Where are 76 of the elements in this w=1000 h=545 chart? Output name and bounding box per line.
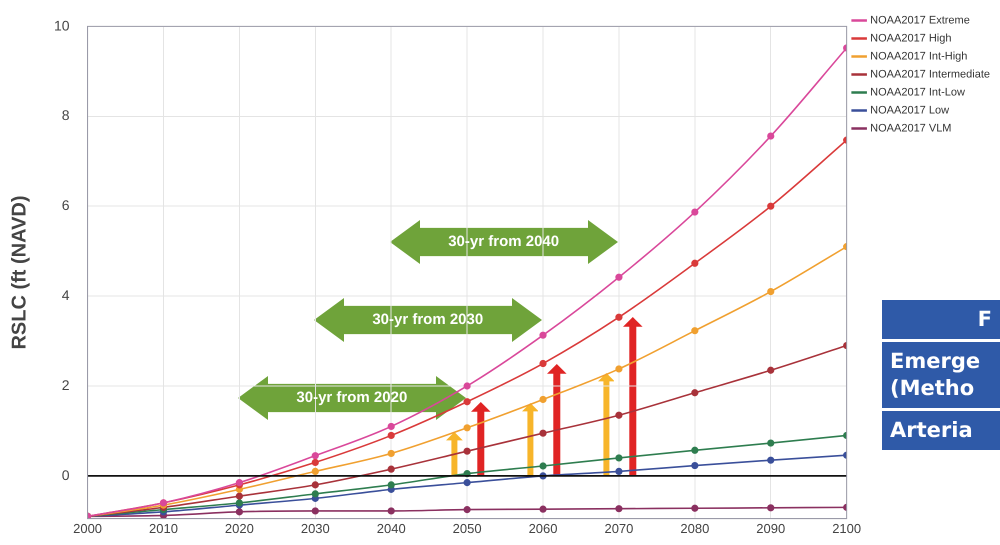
point xyxy=(691,389,698,396)
text: Emerge (Metho xyxy=(882,342,1000,408)
point xyxy=(388,450,395,458)
point xyxy=(312,468,319,476)
legend-label: NOAA2017 Intermediate xyxy=(870,68,990,81)
y-tick-label: 10 xyxy=(54,17,70,34)
point xyxy=(767,439,774,447)
point xyxy=(615,505,623,512)
point xyxy=(236,499,243,506)
point xyxy=(312,458,319,466)
y-tick-label: 4 xyxy=(62,286,70,303)
legend-label: NOAA2017 Int-Low xyxy=(870,86,965,99)
point xyxy=(615,412,623,419)
x-tick-label: 2070 xyxy=(604,520,634,536)
point xyxy=(539,396,547,404)
point xyxy=(691,446,698,454)
text: Arteria xyxy=(882,411,1000,450)
x-tick-label: 2010 xyxy=(149,520,178,536)
x-tick-label: 2080 xyxy=(680,520,710,536)
y-tick-label: 2 xyxy=(62,376,70,393)
point xyxy=(615,274,623,281)
point xyxy=(539,360,547,368)
y-axis-title: RSLC (ft (NAVD) xyxy=(8,195,31,350)
legend-label: NOAA2017 High xyxy=(870,32,952,45)
point xyxy=(767,366,774,374)
legend-label: NOAA2017 VLM xyxy=(870,122,952,135)
point xyxy=(464,382,471,390)
x-tick-label: 2060 xyxy=(528,520,558,536)
point xyxy=(539,430,547,437)
point xyxy=(312,490,319,498)
point xyxy=(312,452,319,460)
point xyxy=(691,327,698,334)
text: F xyxy=(882,300,1000,339)
point xyxy=(464,448,471,455)
point xyxy=(388,432,395,440)
x-tick-label: 2050 xyxy=(452,520,482,536)
point xyxy=(388,466,395,473)
point xyxy=(767,132,774,140)
point xyxy=(388,422,395,430)
y-tick-label: 0 xyxy=(62,466,70,483)
point xyxy=(236,492,243,500)
x-tick-label: 2030 xyxy=(300,520,330,536)
y-tick-label: 8 xyxy=(62,107,70,124)
point xyxy=(539,462,547,470)
x-tick-label: 2020 xyxy=(224,520,254,536)
point xyxy=(691,260,698,267)
x-tick-label: 2000 xyxy=(73,520,102,536)
point xyxy=(691,208,698,216)
point xyxy=(767,456,774,464)
point xyxy=(388,481,395,488)
point xyxy=(615,468,623,476)
point xyxy=(312,507,319,515)
x-tick-label: 2100 xyxy=(832,520,862,536)
point xyxy=(464,424,471,432)
legend-label: NOAA2017 Int-High xyxy=(870,50,968,63)
point xyxy=(691,504,698,512)
legend-label: NOAA2017 Extreme xyxy=(870,14,970,27)
point xyxy=(236,508,243,516)
legend-label: NOAA2017 Low xyxy=(870,104,950,117)
y-tick-label: 6 xyxy=(62,197,70,214)
point xyxy=(539,506,547,513)
point xyxy=(615,454,623,462)
point xyxy=(388,507,395,515)
point xyxy=(464,479,471,486)
point xyxy=(464,506,471,514)
point xyxy=(691,462,698,470)
point xyxy=(464,398,471,406)
point xyxy=(539,332,547,339)
point xyxy=(767,202,774,210)
x-tick-label: 2090 xyxy=(756,520,786,536)
point xyxy=(767,288,774,296)
point xyxy=(615,314,623,321)
point xyxy=(312,481,319,488)
point xyxy=(615,365,623,373)
point xyxy=(767,504,774,512)
x-tick-label: 2040 xyxy=(376,520,406,536)
